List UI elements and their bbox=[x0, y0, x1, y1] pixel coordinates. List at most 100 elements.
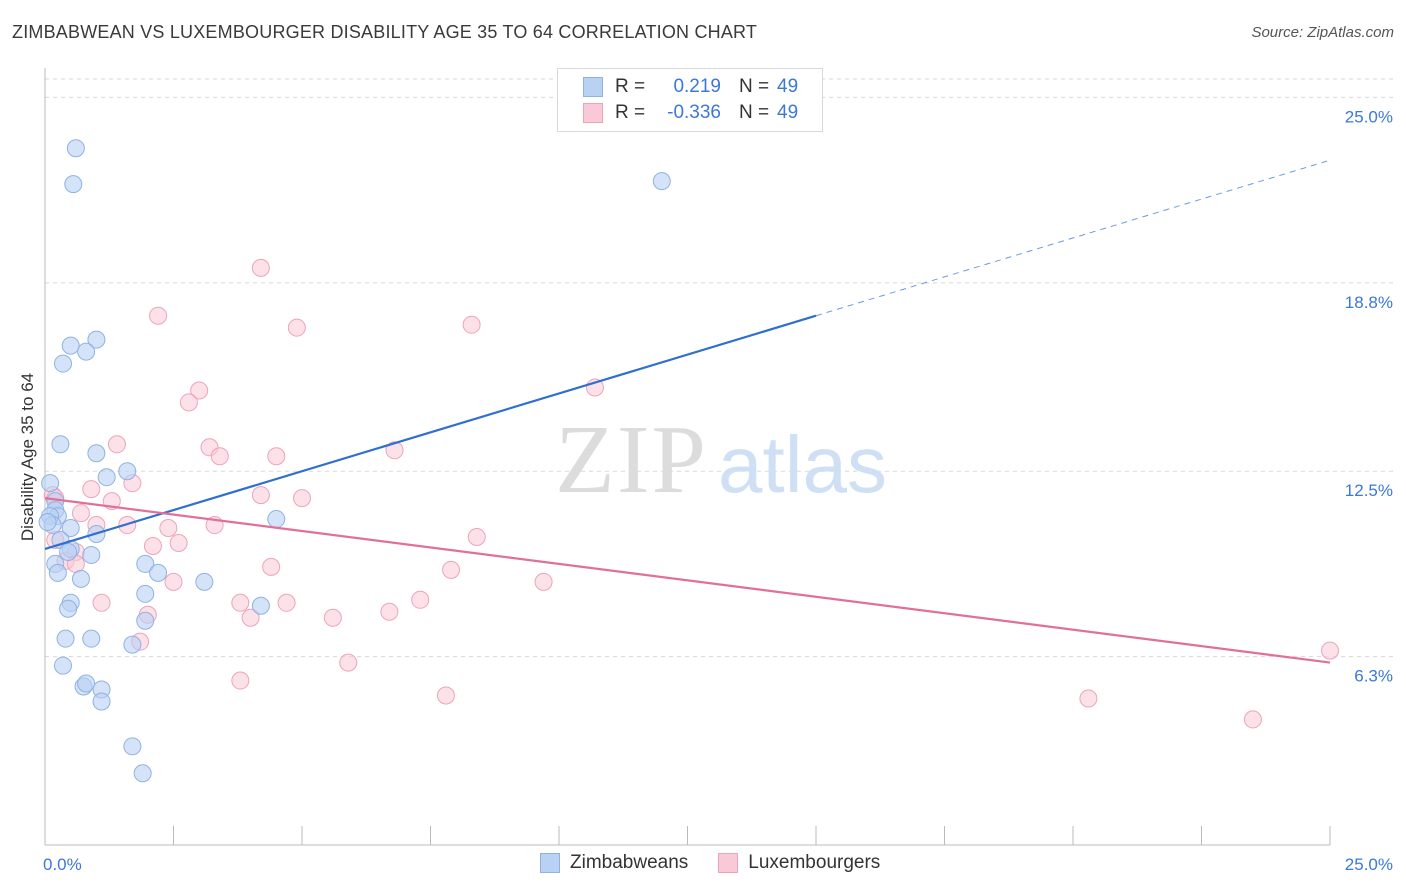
source-label: Source: ZipAtlas.com bbox=[1251, 24, 1394, 41]
r-value: 0.219 bbox=[673, 76, 721, 97]
legend-item-luxembourgers[interactable]: Luxembourgers bbox=[718, 852, 880, 874]
zimbabweans-point bbox=[66, 139, 85, 158]
luxembourgers-points bbox=[43, 258, 1339, 729]
zimbabweans-point bbox=[41, 474, 60, 493]
y-tick-label: 18.8% bbox=[1345, 293, 1393, 312]
luxembourgers-point bbox=[323, 608, 342, 627]
zimbabweans-point bbox=[87, 444, 106, 463]
luxembourgers-point bbox=[277, 593, 296, 612]
watermark-zip: ZIP bbox=[555, 406, 708, 514]
n-label: N = bbox=[739, 102, 770, 123]
luxembourgers-point bbox=[241, 608, 260, 627]
zimbabweans-point bbox=[267, 510, 286, 529]
luxembourgers-point bbox=[262, 557, 281, 576]
chart-title: ZIMBABWEAN VS LUXEMBOURGER DISABILITY AG… bbox=[12, 22, 758, 42]
zimbabweans-trend-line bbox=[44, 314, 817, 551]
trend-lines bbox=[44, 159, 1331, 664]
luxembourgers-point bbox=[287, 318, 306, 337]
luxembourgers-point bbox=[231, 593, 250, 612]
y-tick-label: 12.5% bbox=[1345, 481, 1393, 500]
x-tick-label: 0.0% bbox=[43, 855, 82, 874]
zimbabweans-point bbox=[123, 737, 142, 756]
zimbabweans-point bbox=[136, 611, 155, 630]
luxembourgers-trend-line bbox=[44, 497, 1331, 664]
zimbabweans-point bbox=[61, 336, 80, 355]
luxembourgers-point bbox=[462, 315, 481, 334]
zimbabweans-point bbox=[82, 629, 101, 648]
luxembourgers-point bbox=[159, 519, 178, 538]
luxembourgers-point bbox=[92, 593, 111, 612]
zimbabweans-point bbox=[87, 330, 106, 349]
zimbabweans-point bbox=[64, 175, 83, 194]
zimbabweans-point bbox=[38, 513, 57, 532]
luxembourgers-point bbox=[251, 258, 270, 277]
zimbabweans-point bbox=[48, 563, 67, 582]
zimbabweans-point bbox=[61, 519, 80, 538]
luxembourgers-point bbox=[442, 560, 461, 579]
luxembourgers-point bbox=[251, 486, 270, 505]
zimbabweans-point bbox=[123, 635, 142, 654]
blue-swatch bbox=[540, 853, 560, 873]
zimbabweans-points bbox=[38, 139, 671, 783]
zimbabweans-point bbox=[77, 342, 96, 361]
zimbabweans-point bbox=[652, 172, 671, 191]
luxembourgers-point bbox=[169, 533, 188, 552]
legend-row-zimbabweans: R = 0.219 N = 49 bbox=[583, 75, 798, 99]
zimbabweans-point bbox=[118, 462, 137, 481]
luxembourgers-point bbox=[267, 447, 286, 466]
luxembourgers-point bbox=[179, 393, 198, 412]
y-tick-label: 6.3% bbox=[1354, 667, 1393, 686]
zimbabweans-point bbox=[195, 572, 214, 591]
zimbabweans-point bbox=[77, 674, 96, 693]
zimbabweans-point bbox=[51, 435, 70, 454]
luxembourgers-point bbox=[293, 489, 311, 508]
luxembourgers-point bbox=[385, 441, 404, 460]
luxembourgers-point bbox=[231, 671, 250, 690]
luxembourgers-point bbox=[164, 572, 183, 591]
luxembourgers-point bbox=[411, 590, 430, 609]
r-label: R = bbox=[615, 102, 646, 123]
legend-item-zimbabweans[interactable]: Zimbabweans bbox=[540, 852, 688, 874]
legend-label: Zimbabweans bbox=[570, 852, 689, 873]
n-label: N = bbox=[739, 76, 770, 97]
luxembourgers-point bbox=[82, 480, 101, 499]
luxembourgers-point bbox=[339, 653, 358, 672]
zimbabweans-point bbox=[97, 468, 116, 487]
zimbabweans-trend-extension bbox=[815, 159, 1331, 317]
zimbabweans-point bbox=[82, 545, 101, 564]
luxembourgers-point bbox=[71, 504, 90, 523]
correlation-legend: R = 0.219 N = 49 R = -0.336 N = 49 bbox=[557, 68, 823, 132]
zimbabweans-point bbox=[71, 569, 90, 588]
luxembourgers-point bbox=[1079, 689, 1098, 708]
watermark: ZIP atlas bbox=[555, 406, 887, 514]
luxembourgers-point bbox=[210, 447, 229, 466]
zimbabweans-point bbox=[149, 563, 168, 582]
x-tick-label: 25.0% bbox=[1345, 855, 1393, 874]
blue-swatch bbox=[583, 77, 603, 97]
luxembourgers-point bbox=[380, 602, 399, 621]
zimbabweans-point bbox=[251, 596, 270, 615]
watermark-atlas: atlas bbox=[718, 420, 887, 509]
zimbabweans-point bbox=[92, 692, 111, 711]
legend-row-luxembourgers: R = -0.336 N = 49 bbox=[583, 101, 798, 125]
luxembourgers-point bbox=[467, 528, 486, 546]
y-tick-label: 25.0% bbox=[1345, 107, 1393, 126]
grid-lines bbox=[45, 78, 1393, 658]
zimbabweans-point bbox=[136, 554, 155, 573]
luxembourgers-point bbox=[1321, 641, 1339, 660]
zimbabweans-point bbox=[53, 656, 72, 675]
luxembourgers-point bbox=[143, 536, 162, 555]
n-value: 49 bbox=[777, 102, 799, 123]
axes bbox=[44, 68, 1331, 846]
zimbabweans-point bbox=[53, 354, 72, 373]
luxembourgers-point bbox=[534, 572, 553, 591]
tick-labels: 6.3% 12.5% 18.8% 25.0% 0.0% 25.0% bbox=[43, 107, 1393, 874]
zimbabweans-point bbox=[133, 764, 152, 783]
luxembourgers-point bbox=[1243, 710, 1262, 729]
pink-swatch bbox=[583, 103, 603, 123]
zimbabweans-point bbox=[56, 629, 75, 648]
luxembourgers-point bbox=[436, 686, 455, 705]
n-value: 49 bbox=[777, 76, 799, 97]
zimbabweans-point bbox=[59, 542, 78, 561]
